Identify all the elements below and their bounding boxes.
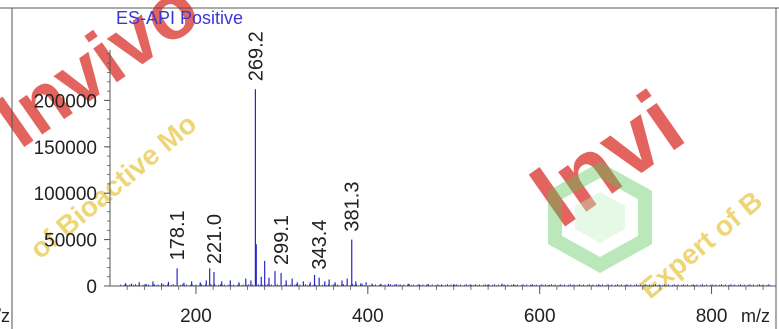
x-axis-label: m/z xyxy=(741,306,770,326)
x-tick-label: 400 xyxy=(352,306,384,327)
peak-label: 269.2 xyxy=(245,31,267,81)
y-ticks: 0 50000 100000 150000 200000 xyxy=(34,53,110,298)
peak-labels: 178.1 221.0 269.2 299.1 343.4 381.3 xyxy=(167,31,364,269)
y-tick-label: 150000 xyxy=(34,138,97,159)
peak-label: 343.4 xyxy=(309,220,331,270)
x-tick-label: 200 xyxy=(180,306,212,327)
chart-title: ES-API Positive xyxy=(116,8,243,28)
x-ticks: 200 400 600 800 xyxy=(126,286,764,327)
y-tick-label: 0 xyxy=(86,277,97,298)
watermark: Invivo of Bioactive Mo Invi Expert of B xyxy=(0,0,768,305)
y-tick-label: 200000 xyxy=(34,91,97,112)
x-tick-label: 600 xyxy=(524,306,556,327)
peak-label: 221.0 xyxy=(204,214,226,264)
watermark-hex-icon xyxy=(548,161,652,274)
peak-label: 299.1 xyxy=(271,215,293,265)
peak-label: 178.1 xyxy=(167,210,189,260)
y-tick-label: 100000 xyxy=(34,184,97,205)
left-cut-axis-label: /z xyxy=(0,306,10,326)
x-tick-label: 800 xyxy=(696,306,728,327)
peaks xyxy=(119,89,772,286)
peak-label: 381.3 xyxy=(342,182,364,232)
y-tick-label: 50000 xyxy=(44,231,97,252)
watermark-arc-right: Expert of B xyxy=(634,185,768,305)
